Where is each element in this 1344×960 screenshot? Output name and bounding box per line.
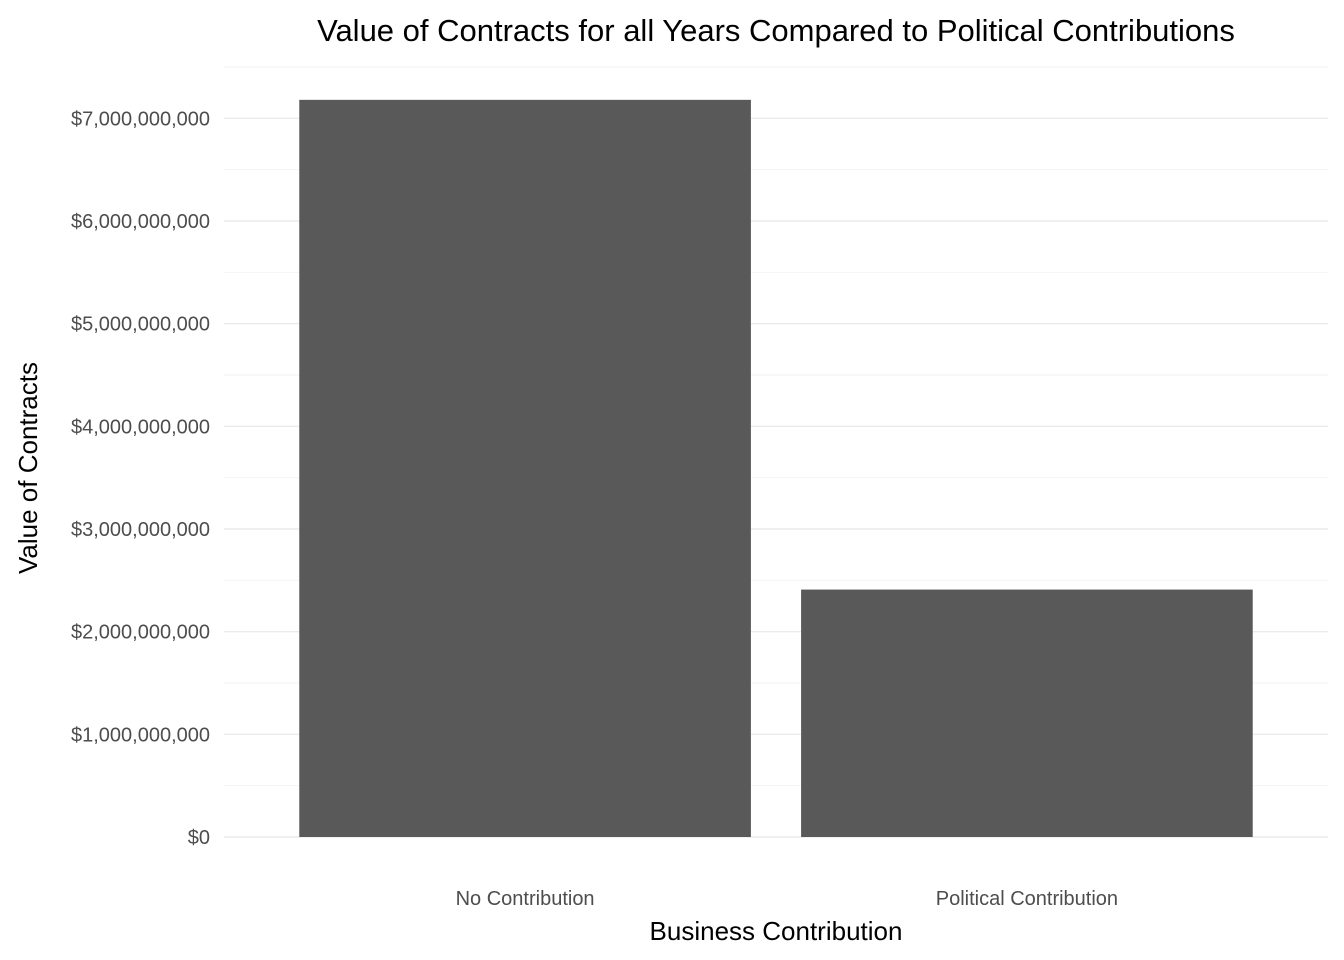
y-tick-label: $5,000,000,000 — [71, 314, 210, 336]
bar-political-contribution — [801, 589, 1253, 837]
y-tick-label: $3,000,000,000 — [71, 519, 210, 541]
y-tick-label: $4,000,000,000 — [71, 416, 210, 438]
y-axis-tick-labels: $0 $1,000,000,000 $2,000,000,000 $3,000,000… — [71, 108, 210, 849]
chart-title: Value of Contracts for all Years Compare… — [317, 13, 1235, 48]
y-axis-title: Value of Contracts — [13, 362, 43, 574]
y-tick-label: $2,000,000,000 — [71, 622, 210, 644]
bars — [299, 99, 1253, 837]
x-tick-label: No Contribution — [456, 888, 595, 910]
y-tick-label: $6,000,000,000 — [71, 211, 210, 233]
y-tick-label: $1,000,000,000 — [71, 724, 210, 746]
bar-no-contribution — [299, 99, 751, 837]
x-axis-tick-labels: No Contribution Political Contribution — [456, 888, 1118, 910]
x-tick-label: Political Contribution — [936, 888, 1118, 910]
y-tick-label: $0 — [188, 827, 210, 849]
x-axis-title: Business Contribution — [650, 916, 903, 946]
y-tick-label: $7,000,000,000 — [71, 108, 210, 130]
